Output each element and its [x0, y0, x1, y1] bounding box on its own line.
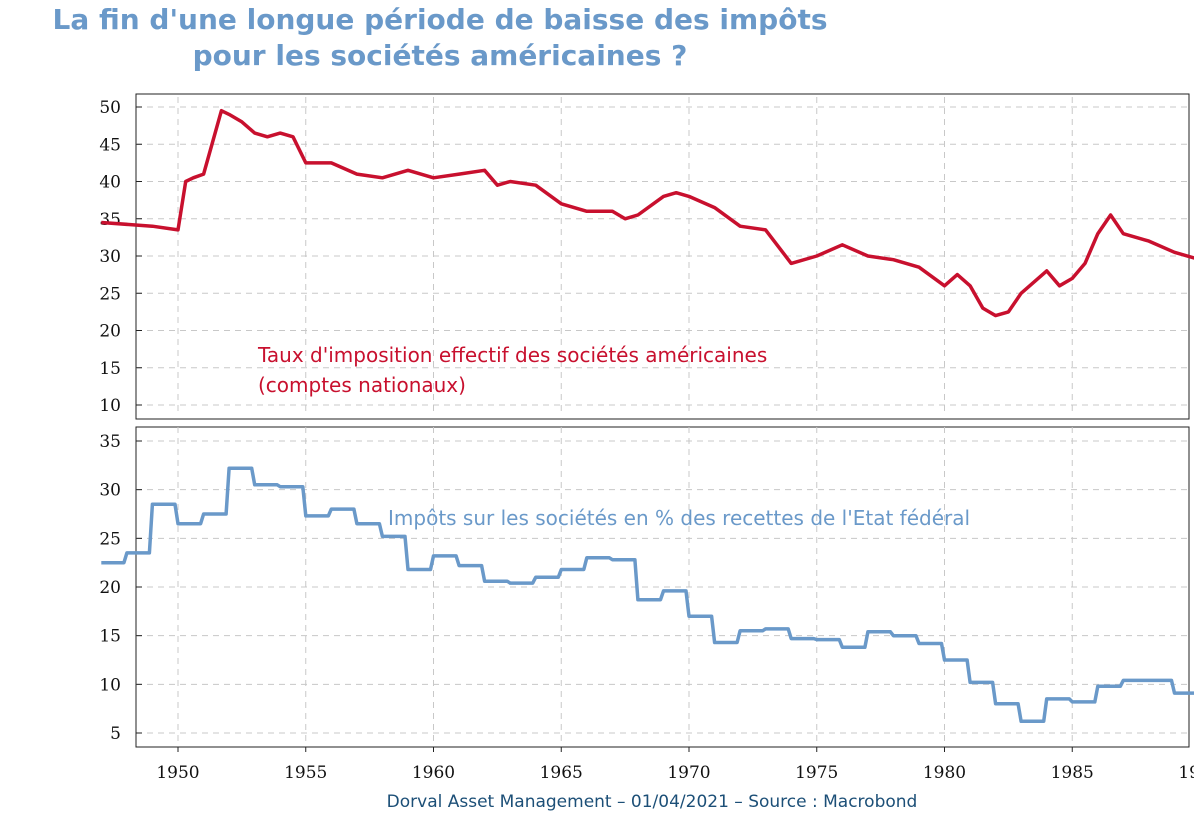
x-tick-label: 1980 [923, 763, 966, 783]
top-y-tick-label: 20 [99, 322, 121, 342]
chart-title: La fin d'une longue période de baisse de… [0, 2, 880, 74]
bottom-y-tick-label: 25 [99, 529, 121, 549]
chart-title-line-1: La fin d'une longue période de baisse de… [52, 3, 828, 36]
x-tick-label: 1990 [1178, 763, 1194, 783]
bottom-y-tick-label: 30 [99, 481, 121, 501]
bottom-series-line [101, 466, 1194, 724]
chart-title-line-2: pour les sociétés américaines ? [192, 39, 688, 72]
bottom-panel: 5 10 15 20 25 30 35 Impôts sur les sociétés en… [99, 426, 1194, 748]
x-tick-label: 1955 [284, 763, 327, 783]
top-y-tick-label: 50 [99, 98, 121, 118]
top-panel: 10 15 20 25 30 35 40 45 50 Taux d'imposition eff… [99, 93, 1194, 420]
top-y-axis: 10 15 20 25 30 35 40 45 50 [99, 98, 142, 416]
bottom-y-tick-label: 35 [99, 432, 121, 452]
top-y-tick-label: 25 [99, 284, 121, 304]
x-tick-label: 1965 [540, 763, 583, 783]
top-y-tick-label: 35 [99, 210, 121, 230]
top-y-tick-label: 15 [99, 359, 121, 379]
x-tick-label: 1985 [1051, 763, 1094, 783]
footer-source: Dorval Asset Management – 01/04/2021 – S… [386, 792, 918, 812]
x-axis: 1950195519601965197019751980198519901995… [156, 747, 1194, 783]
bottom-annotation: Impôts sur les sociétés en % des recette… [388, 506, 970, 530]
top-y-tick-label: 30 [99, 247, 121, 267]
bottom-y-tick-label: 10 [99, 675, 121, 695]
x-tick-label: 1960 [412, 763, 455, 783]
top-y-tick-label: 45 [99, 135, 121, 155]
x-tick-label: 1975 [795, 763, 838, 783]
top-series-line [101, 108, 1194, 318]
bottom-y-tick-label: 20 [99, 578, 121, 598]
bottom-y-tick-label: 5 [110, 724, 121, 744]
x-tick-label: 1950 [156, 763, 199, 783]
top-annotation-line-1: Taux d'imposition effectif des sociétés … [257, 343, 767, 367]
top-y-tick-label: 10 [99, 396, 121, 416]
top-y-tick-label: 40 [99, 173, 121, 193]
bottom-y-tick-label: 15 [99, 627, 121, 647]
bottom-grid [136, 427, 1189, 743]
bottom-y-axis: 5 10 15 20 25 30 35 [99, 432, 142, 744]
x-tick-label: 1970 [667, 763, 710, 783]
top-annotation-line-2: (comptes nationaux) [258, 373, 466, 397]
